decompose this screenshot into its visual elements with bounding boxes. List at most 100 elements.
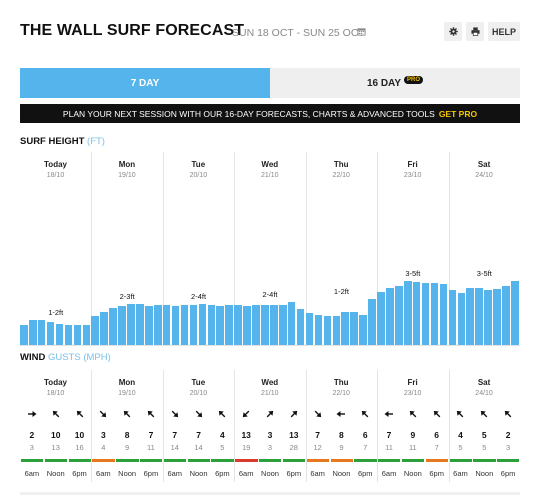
banner-text: PLAN YOUR NEXT SESSION WITH OUR 16-DAY F…: [62, 108, 435, 119]
surf-bar: [261, 305, 269, 345]
day-date: 23/10: [403, 390, 422, 397]
bottom-divider: [20, 492, 520, 495]
surf-bar: [20, 325, 28, 345]
surf-day-label: 2-3ft: [119, 292, 135, 302]
surf-bar: [421, 283, 430, 345]
wind-gust: 12: [313, 443, 322, 452]
surf-bar: [243, 305, 251, 345]
surf-bar: [118, 305, 126, 345]
wind-speed: 10: [74, 430, 85, 440]
calendar-icon[interactable]: [357, 27, 366, 36]
print-button[interactable]: [466, 22, 484, 41]
day-date: 18/10: [46, 390, 65, 397]
wind-rating-bar: [497, 459, 520, 462]
wind-speed: 10: [50, 430, 61, 440]
wind-gust: 3: [506, 443, 511, 452]
wind-direction-icon: [362, 410, 369, 418]
surf-bar: [377, 292, 385, 345]
surf-bar: [439, 283, 448, 345]
day-header: Tue 20/10: [163, 160, 234, 179]
page-title: THE WALL SURF FORECAST: [20, 22, 245, 39]
get-pro-link[interactable]: GET PRO: [438, 108, 478, 119]
day-separator: [448, 152, 450, 346]
wind-gust: 14: [194, 443, 203, 452]
time-label: Noon: [403, 469, 422, 478]
day-date: 19/10: [118, 172, 136, 179]
surf-bar: [430, 283, 439, 345]
wind-direction-icon: [384, 411, 394, 417]
wind-gust: 16: [75, 443, 84, 452]
surf-day-label: 3-5ft: [405, 269, 421, 279]
day-separator: [377, 152, 379, 346]
surf-height-label: SURF HEIGHT (FT): [20, 136, 105, 147]
time-label: 6am: [96, 469, 111, 478]
wind-speed: 9: [410, 430, 416, 440]
surf-bar: [457, 292, 466, 345]
surf-bar: [412, 282, 421, 345]
help-button[interactable]: HELP: [488, 22, 520, 41]
day-header: Fri 23/10: [377, 160, 448, 179]
gear-icon: [448, 27, 458, 36]
day-name: Wed: [261, 160, 279, 169]
wind-rating-bar: [330, 459, 353, 462]
surf-day-label: 1-2ft: [48, 307, 64, 317]
time-label: Noon: [261, 469, 279, 478]
tab-16-day[interactable]: 16 DAY PRO: [270, 68, 520, 98]
wind-gust: 11: [385, 443, 393, 452]
surf-bar: [136, 304, 144, 345]
pro-banner[interactable]: PLAN YOUR NEXT SESSION WITH OUR 16-DAY F…: [20, 104, 520, 123]
wind-rating-bar: [68, 459, 91, 462]
wind-speed: 6: [362, 430, 368, 440]
wind-label: WIND GUSTS (MPH): [20, 352, 111, 363]
surf-bar: [28, 319, 37, 345]
surf-bar: [511, 281, 519, 345]
surf-bar: [46, 322, 55, 345]
wind-direction-icon: [147, 410, 155, 418]
wind-speed: 4: [458, 430, 463, 440]
day-date: 20/10: [189, 172, 208, 179]
wind-gust: 11: [408, 443, 417, 452]
day-separator: [162, 152, 164, 346]
day-name: Sat: [477, 378, 491, 387]
wind-speed: 8: [339, 430, 344, 440]
wind-rating-bar: [187, 459, 210, 462]
surf-bar: [278, 305, 287, 345]
wind-speed: 8: [124, 430, 130, 440]
wind-gust: 28: [289, 443, 298, 452]
surf-bar: [314, 314, 323, 345]
surf-bar: [368, 299, 376, 345]
wind-rating-bar: [401, 459, 425, 462]
day-name: Thu: [333, 160, 349, 169]
surf-bar: [323, 315, 332, 345]
wind-rating-bar: [211, 459, 234, 462]
pro-badge: PRO: [404, 76, 424, 84]
wind-speed: 7: [196, 430, 201, 440]
wind-speed: 5: [481, 430, 487, 440]
day-name: Tue: [191, 160, 206, 169]
wind-rating-bar: [116, 459, 139, 462]
day-name: Mon: [118, 378, 136, 387]
day-date: 24/10: [475, 390, 493, 397]
page-header: THE WALL SURF FORECAST SUN 18 OCT - SUN …: [20, 20, 520, 44]
wind-direction-icon: [314, 410, 321, 418]
wind-gust: 9: [339, 443, 344, 452]
surf-bar: [305, 313, 314, 345]
day-header: Thu 22/10: [306, 378, 377, 397]
surf-bar: [153, 305, 162, 345]
day-date: 18/10: [46, 172, 65, 179]
surf-bar: [234, 305, 242, 345]
surf-bar: [403, 281, 412, 345]
day-separator: [162, 370, 164, 482]
time-label: 6pm: [357, 469, 373, 478]
tab-7-day[interactable]: 7 DAY: [20, 68, 270, 98]
wind-unit: GUSTS (MPH): [47, 352, 111, 363]
print-icon: [470, 27, 480, 36]
wind-rating-bar: [92, 459, 115, 462]
wind-direction-icon: [76, 410, 83, 418]
wind-speed: 2: [505, 430, 511, 440]
settings-button[interactable]: [444, 22, 462, 41]
wind-direction-icon: [504, 410, 512, 418]
day-header: Mon 19/10: [91, 378, 162, 397]
tab-label: 7 DAY: [130, 77, 160, 89]
day-separator: [305, 370, 307, 482]
